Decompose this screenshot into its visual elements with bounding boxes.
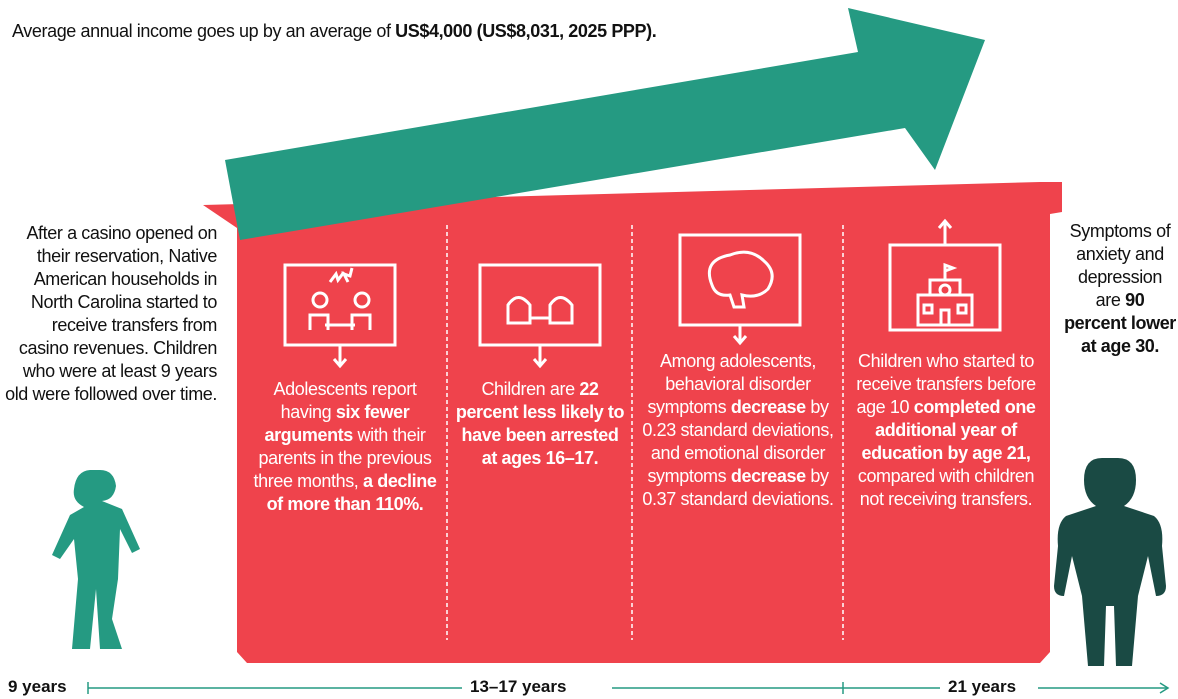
text-run: Average annual income goes up by an aver… (12, 21, 395, 41)
header-text: Average annual income goes up by an aver… (12, 20, 912, 43)
left-note: After a casino opened on their reservati… (5, 222, 217, 406)
panel-text: Adolescents report having six fewer argu… (250, 378, 440, 516)
text-run: After a casino opened on their reservati… (5, 223, 217, 404)
child-silhouette (52, 470, 140, 649)
adult-silhouette (1054, 458, 1166, 666)
timeline-label: 21 years (948, 677, 1016, 697)
page: Average annual income goes up by an aver… (0, 0, 1178, 699)
panel-text: Children are 22 percent less likely to h… (455, 378, 625, 470)
highlight-text: US$4,000 (US$8,031, 2025 PPP). (395, 21, 656, 41)
right-note: Symptoms of anxiety and depression are 9… (1064, 220, 1176, 358)
text-run: Symptoms of anxiety and depression are (1070, 221, 1171, 310)
panel-text: Among adolescents, behavioral disorder s… (638, 350, 838, 511)
timeline-label: 13–17 years (470, 677, 566, 697)
text-run: compared with children not receiving tra… (858, 466, 1034, 509)
highlight-text: decrease (731, 397, 806, 417)
text-run: Children are (481, 379, 579, 399)
timeline-label: 9 years (8, 677, 67, 697)
highlight-text: decrease (731, 466, 806, 486)
panel-text: Children who started to receive transfer… (846, 350, 1046, 511)
